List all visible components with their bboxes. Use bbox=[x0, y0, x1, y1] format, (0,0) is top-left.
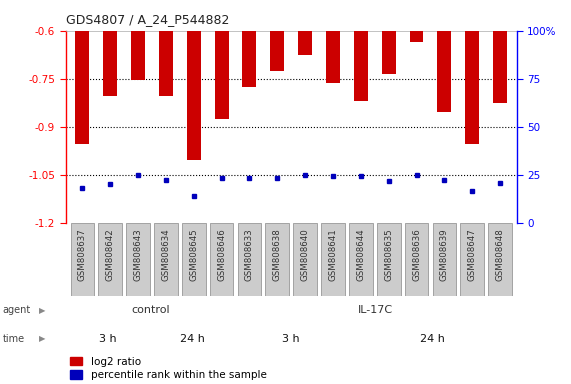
Bar bbox=[71, 223, 94, 296]
Bar bbox=[103, 31, 117, 96]
Bar bbox=[182, 223, 206, 296]
Text: GSM808634: GSM808634 bbox=[162, 228, 170, 281]
Text: control: control bbox=[131, 305, 170, 315]
Text: GSM808637: GSM808637 bbox=[78, 228, 87, 281]
Bar bbox=[75, 31, 89, 144]
Text: 24 h: 24 h bbox=[180, 334, 205, 344]
Text: GSM808643: GSM808643 bbox=[134, 228, 143, 281]
Text: 3 h: 3 h bbox=[283, 334, 300, 344]
Bar bbox=[266, 223, 289, 296]
Bar bbox=[159, 31, 173, 96]
Bar bbox=[460, 223, 484, 296]
Text: ▶: ▶ bbox=[39, 334, 45, 343]
Text: GSM808645: GSM808645 bbox=[189, 228, 198, 281]
Text: GSM808642: GSM808642 bbox=[106, 228, 115, 281]
Bar bbox=[381, 31, 396, 74]
Text: agent: agent bbox=[3, 305, 31, 315]
Bar bbox=[377, 223, 400, 296]
Text: IL-17C: IL-17C bbox=[358, 305, 393, 315]
Bar bbox=[321, 223, 345, 296]
Bar bbox=[405, 223, 428, 296]
Text: GSM808639: GSM808639 bbox=[440, 228, 449, 281]
Legend: log2 ratio, percentile rank within the sample: log2 ratio, percentile rank within the s… bbox=[66, 353, 271, 384]
Bar bbox=[126, 223, 150, 296]
Text: GSM808636: GSM808636 bbox=[412, 228, 421, 281]
Text: GDS4807 / A_24_P544882: GDS4807 / A_24_P544882 bbox=[66, 13, 229, 26]
Text: 3 h: 3 h bbox=[99, 334, 116, 344]
Bar bbox=[293, 223, 317, 296]
Bar bbox=[432, 223, 456, 296]
Bar bbox=[187, 31, 201, 161]
Text: GSM808644: GSM808644 bbox=[356, 228, 365, 281]
Bar bbox=[131, 31, 145, 80]
Bar bbox=[488, 223, 512, 296]
Text: GSM808646: GSM808646 bbox=[217, 228, 226, 281]
Text: GSM808647: GSM808647 bbox=[468, 228, 477, 281]
Bar bbox=[154, 223, 178, 296]
Text: GSM808633: GSM808633 bbox=[245, 228, 254, 281]
Bar bbox=[465, 31, 479, 144]
Text: GSM808638: GSM808638 bbox=[273, 228, 282, 281]
Bar bbox=[215, 31, 228, 119]
Text: 24 h: 24 h bbox=[420, 334, 445, 344]
Text: ▶: ▶ bbox=[39, 306, 45, 314]
Text: time: time bbox=[3, 334, 25, 344]
Bar bbox=[409, 31, 424, 42]
Bar bbox=[349, 223, 373, 296]
Text: GSM808641: GSM808641 bbox=[328, 228, 337, 281]
Bar bbox=[270, 31, 284, 71]
Bar bbox=[210, 223, 234, 296]
Bar bbox=[493, 31, 507, 103]
Bar bbox=[326, 31, 340, 83]
Bar bbox=[437, 31, 451, 112]
Bar bbox=[298, 31, 312, 55]
Bar bbox=[238, 223, 262, 296]
Bar bbox=[98, 223, 122, 296]
Bar bbox=[354, 31, 368, 101]
Text: GSM808640: GSM808640 bbox=[301, 228, 309, 281]
Bar bbox=[243, 31, 256, 87]
Text: GSM808635: GSM808635 bbox=[384, 228, 393, 281]
Text: GSM808648: GSM808648 bbox=[496, 228, 505, 281]
